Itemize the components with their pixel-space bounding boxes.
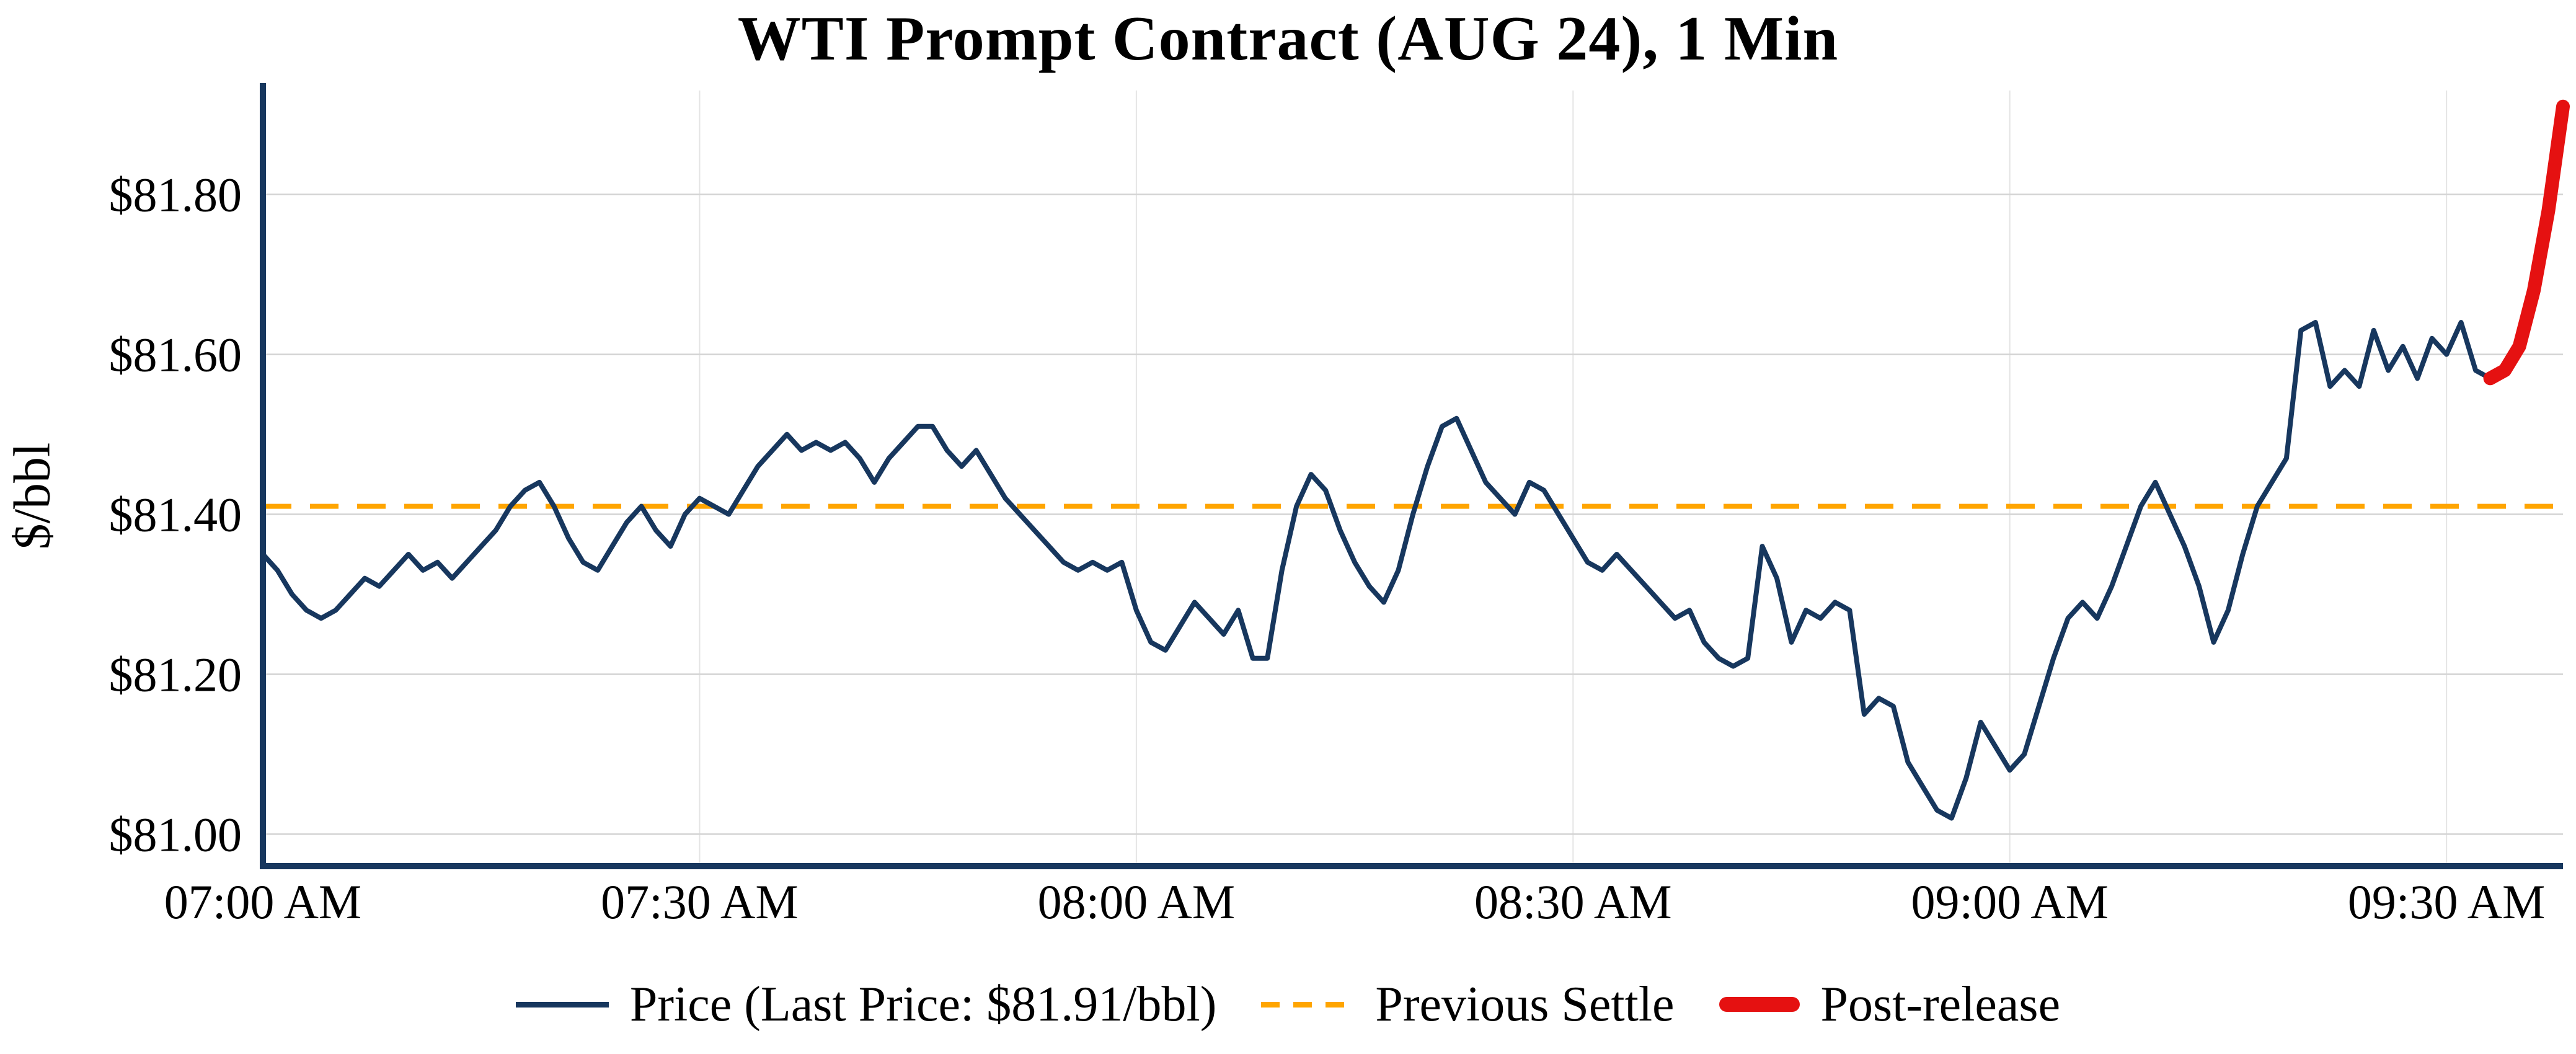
price-chart-plot: 07:00 AM 07:30 AM 08:00 AM 08:30 AM 09:00 AM… xyxy=(109,83,2570,929)
x-tick-label: 08:00 AM xyxy=(1038,875,1236,929)
legend-label-price: Price (Last Price: $81.91/bbl) xyxy=(629,976,1217,1032)
y-tick-label: $81.20 xyxy=(109,647,242,701)
chart-title: WTI Prompt Contract (AUG 24), 1 Min xyxy=(737,4,1839,74)
x-tick-label: 07:00 AM xyxy=(164,875,362,929)
price-line-swatch xyxy=(515,1001,609,1008)
chart-legend: Price (Last Price: $81.91/bbl) Previous … xyxy=(0,967,2576,1042)
y-tick-label: $81.40 xyxy=(109,488,242,542)
post-release-line-swatch xyxy=(1719,997,1800,1012)
price-line xyxy=(260,320,2493,821)
x-tick-label: 09:00 AM xyxy=(1911,875,2109,929)
y-tick-label: $81.00 xyxy=(109,807,242,861)
x-tick-label: 09:30 AM xyxy=(2348,875,2546,929)
legend-item-previous-settle: Previous Settle xyxy=(1261,976,1675,1033)
previous-settle-dash-swatch xyxy=(1261,1001,1355,1008)
x-tick-label: 08:30 AM xyxy=(1474,875,1672,929)
legend-item-price: Price (Last Price: $81.91/bbl) xyxy=(515,976,1217,1033)
legend-label-post-release: Post-release xyxy=(1820,976,2061,1032)
y-tick-label: $81.60 xyxy=(109,328,242,382)
post-release-line-series xyxy=(2483,99,2570,386)
legend-item-post-release: Post-release xyxy=(1719,976,2061,1033)
legend-label-previous-settle: Previous Settle xyxy=(1375,976,1675,1032)
x-tick-label: 07:30 AM xyxy=(601,875,799,929)
y-tick-label: $81.80 xyxy=(109,168,242,222)
